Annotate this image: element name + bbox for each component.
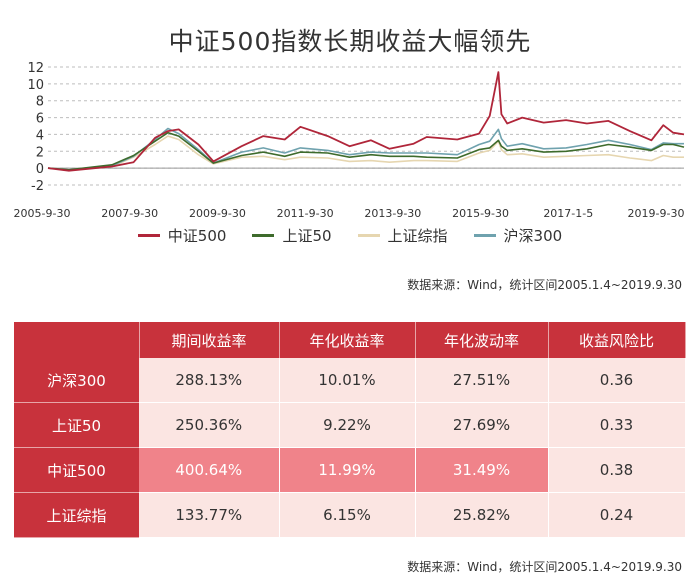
table-cell: 0.24 (548, 492, 686, 538)
series-line (47, 135, 684, 171)
legend-item-csi500: 中证500 (137, 225, 227, 246)
x-tick-label: 2015-9-30 (452, 207, 509, 220)
y-tick-label: 10 (27, 78, 44, 93)
table-cell: 250.36% (139, 402, 280, 448)
x-tick-label: 2017-1-5 (543, 207, 593, 220)
legend-label-csi300: 沪深300 (503, 227, 563, 245)
legend-swatch-sse50 (252, 234, 275, 237)
table-row: 上证50 250.36% 9.22% 27.69% 0.33 (14, 402, 686, 448)
table-cell: 10.01% (279, 358, 416, 403)
x-tick-label: 2007-9-30 (101, 207, 158, 220)
table-row-label: 上证50 (14, 402, 139, 448)
chart-legend: 中证500 上证50 上证综指 沪深300 (0, 225, 700, 246)
x-tick-label: 2019-9-30 (628, 207, 685, 220)
y-tick-label: 8 (36, 95, 44, 110)
legend-label-sse-composite: 上证综指 (387, 227, 448, 245)
table-row: 上证综指 133.77% 6.15% 25.82% 0.24 (14, 492, 686, 538)
x-tick-label: 2009-9-30 (189, 207, 246, 220)
table-header-cell: 年化波动率 (415, 322, 549, 358)
legend-item-sse-composite: 上证综指 (357, 225, 448, 246)
legend-item-csi300: 沪深300 (473, 225, 563, 246)
table-row-highlight: 中证500 400.64% 11.99% 31.49% 0.38 (14, 447, 686, 493)
table-cell: 0.38 (548, 447, 686, 493)
table-row-label: 上证综指 (14, 492, 139, 538)
table-row: 沪深300 288.13% 10.01% 27.51% 0.36 (14, 358, 686, 403)
line-chart: -2 0 2 46 8 10 12 2005-9-30 2007-9-30 2009-9-30 20… (14, 61, 685, 220)
y-tick-label: -2 (31, 179, 44, 194)
x-tick-label: 2005-9-30 (14, 207, 71, 220)
table-row-label: 中证500 (14, 447, 139, 493)
legend-item-sse50: 上证50 (252, 225, 332, 246)
x-tick-label: 2011-9-30 (277, 207, 334, 220)
y-tick-label: 6 (36, 112, 44, 127)
table-cell: 6.15% (279, 492, 416, 538)
series-line (47, 71, 685, 172)
y-tick-label: 4 (36, 128, 44, 143)
x-tick-label: 2013-9-30 (364, 207, 421, 220)
table-header-cell: 收益风险比 (548, 322, 686, 358)
legend-label-csi500: 中证500 (167, 227, 227, 245)
table-cell: 27.69% (415, 402, 549, 448)
y-tick-label: 2 (36, 145, 44, 160)
series-line (47, 127, 684, 171)
table-row-label: 沪深300 (14, 358, 139, 403)
table-cell: 9.22% (279, 402, 416, 448)
table-corner-cell (14, 322, 140, 358)
legend-swatch-csi300 (473, 234, 496, 237)
table-cell-highlight: 400.64% (139, 447, 280, 493)
table-cell-highlight: 31.49% (415, 447, 549, 493)
table-cell: 0.33 (548, 402, 686, 448)
table-header-cell: 期间收益率 (139, 322, 280, 358)
table-cell: 0.36 (548, 358, 686, 403)
table-cell: 288.13% (139, 358, 280, 403)
table-cell: 27.51% (415, 358, 549, 403)
legend-swatch-csi500 (137, 234, 160, 237)
legend-label-sse50: 上证50 (282, 227, 332, 245)
y-tick-label: 12 (27, 61, 44, 76)
chart-title: 中证500指数长期收益大幅领先 (168, 27, 532, 56)
table-cell-highlight: 11.99% (279, 447, 416, 493)
table-cell: 133.77% (139, 492, 280, 538)
table-source-note: 数据来源：Wind，统计区间2005.1.4~2019.9.30 (407, 560, 682, 574)
legend-swatch-sse-composite (357, 234, 380, 237)
table-header-row: 期间收益率 年化收益率 年化波动率 收益风险比 (14, 322, 686, 358)
series-line (47, 131, 685, 171)
table-cell: 25.82% (415, 492, 549, 538)
y-tick-label: 0 (36, 162, 44, 177)
performance-table: 期间收益率 年化收益率 年化波动率 收益风险比 沪深300 288.13% 10… (14, 322, 686, 538)
chart-source-note: 数据来源：Wind，统计区间2005.1.4~2019.9.30 (407, 278, 682, 292)
table-header-cell: 年化收益率 (279, 322, 416, 358)
